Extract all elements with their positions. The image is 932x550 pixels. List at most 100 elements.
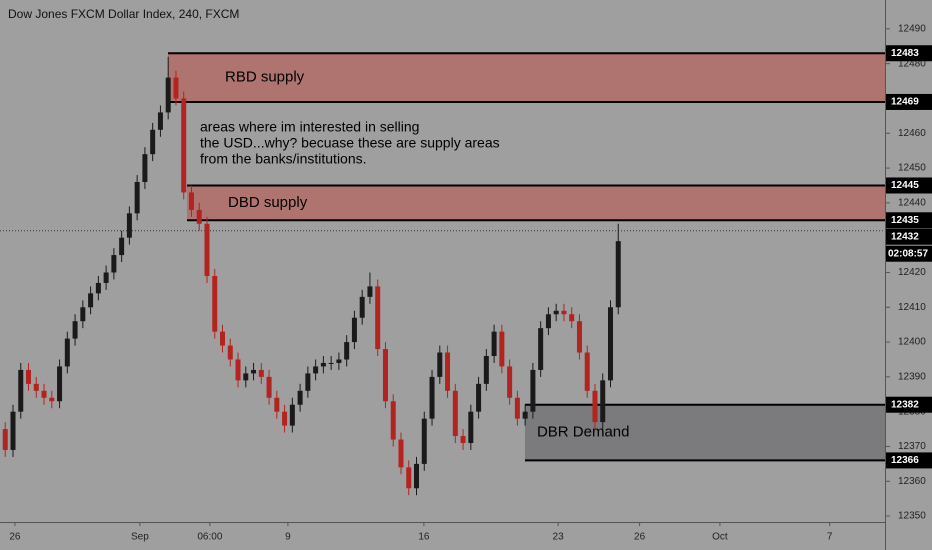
zone-price-tag-bg xyxy=(886,93,932,110)
candle-body xyxy=(607,307,613,381)
candle-body xyxy=(538,328,544,370)
x-tick-label: 06:00 xyxy=(197,532,222,543)
candle-body xyxy=(460,436,466,444)
candle-body xyxy=(266,376,272,398)
candle-body xyxy=(235,359,241,381)
candle-body xyxy=(18,369,24,412)
candle-body xyxy=(390,401,396,440)
candle-body xyxy=(10,411,16,450)
candle-body xyxy=(80,307,86,322)
x-tick-label: 23 xyxy=(553,532,565,543)
candle-body xyxy=(243,373,249,381)
candle-body xyxy=(553,310,559,315)
zone-label: RBD supply xyxy=(225,69,305,86)
candle-body xyxy=(328,362,334,364)
candle-body xyxy=(468,411,474,444)
candle-body xyxy=(289,404,295,426)
candle-body xyxy=(64,338,70,367)
zone-price-tag-bg xyxy=(886,177,932,194)
candle-body xyxy=(142,154,148,183)
candle-body xyxy=(41,390,47,398)
candle-body xyxy=(344,342,350,360)
candle-body xyxy=(320,362,326,367)
annotation: from the banks/institutions. xyxy=(200,151,367,167)
candle-body xyxy=(313,366,319,374)
y-tick-label: 12390 xyxy=(898,372,926,383)
candle-body xyxy=(49,397,55,402)
zone-label: DBD supply xyxy=(228,194,308,211)
zone xyxy=(167,53,886,102)
y-tick-label: 12450 xyxy=(898,163,926,174)
annotation: the USD...why? becuase these are supply … xyxy=(200,135,500,151)
y-tick-label: 12400 xyxy=(898,337,926,348)
zone-price-tag-bg xyxy=(886,212,932,229)
candle-body xyxy=(576,321,582,353)
candle-body xyxy=(150,129,156,155)
candle-body xyxy=(561,310,567,315)
candle-body xyxy=(545,314,551,329)
x-tick-label: 26 xyxy=(9,532,21,543)
candle-body xyxy=(429,376,435,419)
zone-label: DBR Demand xyxy=(537,424,630,441)
chart-title: Dow Jones FXCM Dollar Index, 240, FXCM xyxy=(8,7,239,21)
y-tick-label: 12490 xyxy=(898,24,926,35)
zone-price-tag-bg xyxy=(886,452,932,469)
candle-body xyxy=(421,418,427,464)
zone-price-tag: 12445 xyxy=(891,180,919,191)
candle-body xyxy=(26,369,32,384)
zone-price-tag: 12382 xyxy=(891,399,919,410)
y-tick-label: 12410 xyxy=(898,302,926,313)
candle-body xyxy=(437,352,443,377)
zone-price-tag-bg xyxy=(886,396,932,413)
candle-body xyxy=(2,429,8,450)
candle-body xyxy=(414,463,420,489)
zone-price-tag-bg xyxy=(886,45,932,62)
candle-body xyxy=(173,77,179,99)
candle-body xyxy=(476,383,482,412)
candle-body xyxy=(452,390,458,437)
candle-body xyxy=(126,213,132,238)
zone-price-tag: 12435 xyxy=(891,215,919,226)
y-tick-label: 12420 xyxy=(898,267,926,278)
candle-body xyxy=(196,209,202,224)
annotation: areas where im interested in selling xyxy=(200,119,419,135)
last-price-tag-bg xyxy=(886,228,932,245)
candle-body xyxy=(157,112,163,130)
candle-body xyxy=(212,275,218,332)
countdown: 02:08:57 xyxy=(888,248,928,259)
y-tick-label: 12360 xyxy=(898,476,926,487)
candle-body xyxy=(297,390,303,405)
candle-body xyxy=(569,314,575,322)
candle-body xyxy=(282,411,288,426)
candle-body xyxy=(584,352,590,391)
candle-body xyxy=(600,380,606,423)
candle-body xyxy=(57,366,63,402)
candle-body xyxy=(95,282,101,294)
candle-body xyxy=(181,98,187,193)
last-price-tag: 12432 xyxy=(891,231,919,242)
candle-body xyxy=(204,223,210,276)
y-tick-label: 12370 xyxy=(898,441,926,452)
zone-price-tag: 12469 xyxy=(891,97,919,108)
candle-body xyxy=(382,349,388,402)
candle-body xyxy=(445,352,451,391)
candle-body xyxy=(530,369,536,412)
candle-body xyxy=(351,317,357,343)
countdown-bg xyxy=(886,245,932,262)
candle-body xyxy=(33,383,39,391)
candle-body xyxy=(499,331,505,367)
candle-body xyxy=(103,272,109,283)
x-tick-label: 16 xyxy=(418,532,430,543)
candle-body xyxy=(111,255,117,273)
candle-body xyxy=(88,293,94,308)
candle-body xyxy=(375,286,381,350)
candle-body xyxy=(398,439,404,468)
x-tick-label: Sep xyxy=(131,532,149,543)
candle-body xyxy=(220,331,226,346)
y-tick-label: 12460 xyxy=(898,128,926,139)
zone xyxy=(524,404,885,461)
candle-body xyxy=(406,467,412,489)
candle-body xyxy=(165,77,171,113)
candle-body xyxy=(514,397,520,419)
